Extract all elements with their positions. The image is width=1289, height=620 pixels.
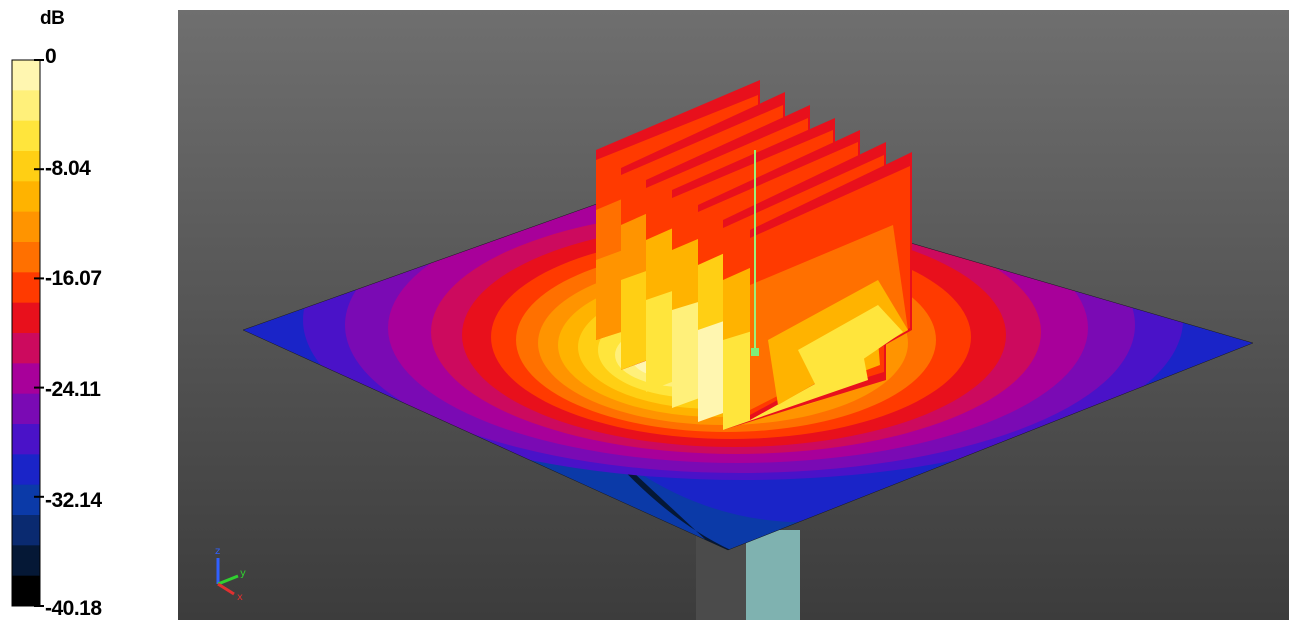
legend-color-swatch [12,484,40,516]
x-axis-icon [217,582,235,596]
color-legend: dB 0 -8.04 -16.07 -24.11 -32.14 -40.18 [0,0,178,620]
probe-handle[interactable] [751,348,759,356]
legend-tick-label: -8.04 [45,157,91,180]
slice-plane [750,152,912,420]
slice-planes [596,80,912,430]
legend-color-swatch [12,545,40,577]
x-axis-label: x [237,592,243,603]
legend-color-swatch [12,90,40,122]
pillar-light-face [746,530,800,620]
legend-tick-label: -16.07 [45,267,102,290]
legend-color-swatch [12,272,40,304]
legend-color-swatch [12,151,40,182]
legend-color-swatch [12,363,40,395]
legend-color-swatch [12,181,40,213]
legend-tick-label: -24.11 [45,378,101,401]
legend-colorbar [11,59,44,607]
legend-unit-label: dB [40,8,65,29]
legend-color-swatch [12,211,40,243]
legend-color-swatch [12,120,40,152]
legend-color-swatch [12,393,40,425]
3d-viewport[interactable]: z y x [178,10,1289,620]
legend-color-swatch [12,333,40,364]
legend-color-swatch [12,302,40,334]
legend-color-swatch [12,60,40,91]
y-axis-label: y [240,568,246,579]
legend-tick-label: 0 [45,45,57,68]
z-axis-label: z [215,546,220,557]
y-axis-icon [217,574,239,586]
legend-color-swatch [12,424,40,455]
plane-outline [242,174,1254,551]
legend-color-swatch [12,454,40,486]
legend-color-swatch [12,575,40,607]
legend-color-swatch [12,242,40,273]
axis-triad: z y x [215,546,246,603]
legend-tick-label: -40.18 [45,597,102,620]
legend-tick-label: -32.14 [45,489,102,512]
legend-frame [11,59,41,607]
legend-color-swatch [12,515,40,546]
field-plot-scene: z y x [215,80,1254,620]
